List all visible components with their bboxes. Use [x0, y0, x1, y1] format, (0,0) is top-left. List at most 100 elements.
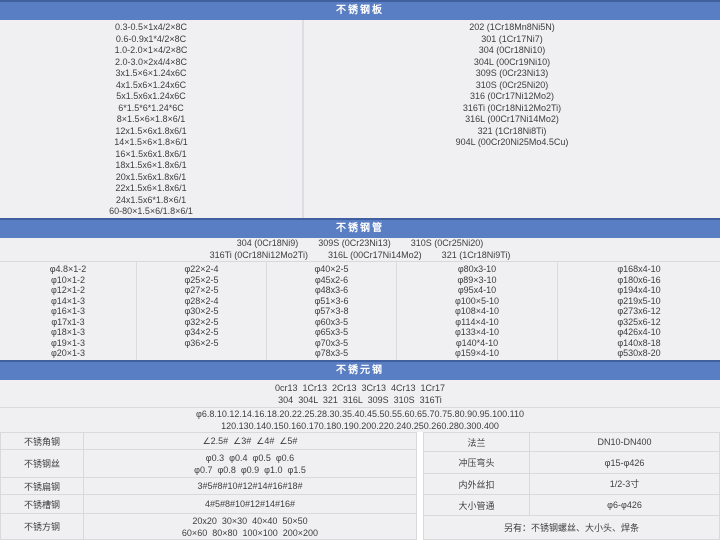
round-grades-row: 0cr13 1Cr13 2Cr13 3Cr13 4Cr13 1Cr17 304 3… [0, 380, 720, 408]
pipe-size-item: φ159×4-10 [454, 348, 500, 358]
row-label-flange: 法兰 [424, 433, 530, 451]
section-title-plate: 不锈钢板 [336, 5, 384, 16]
row-label-flat-steel: 不锈扁钢 [1, 478, 84, 494]
plate-grade-item: 321 (1Cr18Ni8Ti) [477, 125, 547, 136]
pipe-size-item: φ89×3-10 [457, 274, 497, 285]
row-label-steel-wire: 不锈钢丝 [1, 450, 84, 477]
row-label-coupling: 大小管通 [424, 495, 530, 515]
table-row: 不锈槽钢 4#5#8#10#12#14#16# [1, 495, 416, 514]
pipe-size-item: φ14×1-3 [50, 295, 86, 306]
table-row: 另有：不锈钢螺丝、大小头、焊条 [424, 516, 719, 539]
pipe-size-item: φ140*4-10 [455, 337, 499, 348]
row-value-steel-wire: φ0.3 φ0.4 φ0.5 φ0.6 φ0.7 φ0.8 φ0.9 φ1.0 φ… [84, 450, 416, 477]
round-diameter-line: 120.130.140.150.160.170.180.190.200.220.… [221, 420, 499, 431]
pipe-size-item: φ40×2-5 [314, 264, 349, 274]
pipe-size-item: φ95x4-10 [457, 285, 497, 295]
pipe-size-item: φ25×2-5 [184, 274, 219, 285]
plate-size-item: 22x1.5x6×1.8x6/1 [115, 183, 187, 193]
pipe-size-item: φ273x6-12 [617, 306, 661, 316]
row-value-square-steel: 20x20 30×30 40×40 50×50 60×60 80×80 100×1… [84, 514, 416, 539]
row-value-thread-fitting: 1/2-3寸 [530, 474, 719, 494]
plate-size-item: 0.6-0.9x1*4/2×8C [115, 33, 187, 44]
pipe-size-item: φ34×2-5 [184, 327, 219, 337]
pipe-size-item: φ12×1-2 [50, 285, 86, 295]
pipe-size-item: φ27×2-5 [184, 285, 219, 295]
value-line: ∠2.5# ∠3# ∠4# ∠5# [202, 436, 298, 446]
pipe-size-column-4: φ80x3-10 φ89×3-10 φ95x4-10 φ100×5-10 φ108×4-… [397, 262, 558, 360]
plate-grade-item: 316L (00Cr17Ni14Mo2) [465, 114, 559, 124]
bottom-spec-area: 不锈角钢 ∠2.5# ∠3# ∠4# ∠5# 不锈钢丝 φ0.3 φ0.4 φ0… [0, 432, 720, 540]
pipe-size-column-1: φ4.8×1-2 φ10×1-2 φ12×1-2 φ14×1-3 φ16×1-3 φ17x… [0, 262, 137, 360]
plate-size-item: 1.0-2.0×1×4/2×8C [114, 45, 188, 55]
plate-size-item: 8×1.5×6×1.8×6/1 [116, 114, 186, 124]
pipe-size-item: φ325x6-12 [617, 316, 661, 327]
row-label-channel-steel: 不锈槽钢 [1, 495, 84, 513]
section-title-pipe: 不锈钢管 [336, 223, 384, 234]
pipe-size-item: φ18×1-3 [50, 327, 86, 337]
plate-size-item: 16×1.5x6x1.8x6/1 [115, 148, 187, 159]
plate-size-item: 20x1.5x6x1.8x6/1 [115, 171, 187, 182]
plate-grades-column: 202 (1Cr18Mn8Ni5N) 301 (1Cr17Ni7) 304 (0Cr… [304, 20, 720, 218]
pipe-grade-line: 316Ti (0Cr18Ni12Mo2Ti) 316L (00Cr17Ni14M… [209, 249, 511, 260]
pipe-size-item: φ70x3-5 [314, 337, 349, 348]
pipe-size-item: φ10×1-2 [50, 274, 86, 285]
pipe-size-column-2: φ22×2-4 φ25×2-5 φ27×2-5 φ28×2-4 φ30×2-5 φ32×2… [137, 262, 267, 360]
round-diameter-line: φ6.8.10.12.14.16.18.20.22.25.28.30.35.40… [196, 409, 524, 419]
pipe-size-item: φ219x5-10 [617, 295, 661, 306]
table-row: 不锈角钢 ∠2.5# ∠3# ∠4# ∠5# [1, 433, 416, 450]
pipe-size-item: φ22×2-4 [184, 264, 219, 274]
pipe-size-item: φ60x3-5 [314, 316, 349, 327]
pipe-size-item: φ48x3-6 [314, 285, 349, 295]
plate-table: 0.3-0.5×1x4/2×8C 0.6-0.9x1*4/2×8C 1.0-2.0×… [0, 20, 720, 218]
plate-size-item: 5x1.5x6x1.24x6C [116, 91, 186, 101]
value-line: φ15-φ426 [604, 457, 645, 468]
row-value-flat-steel: 3#5#8#10#12#14#16#18# [84, 478, 416, 494]
pipe-size-item: φ30×2-5 [184, 306, 219, 316]
row-value-angle-steel: ∠2.5# ∠3# ∠4# ∠5# [84, 433, 416, 449]
plate-size-item: 4x1.5x6×1.24x6C [115, 79, 187, 90]
pipe-sizes-table: φ4.8×1-2 φ10×1-2 φ12×1-2 φ14×1-3 φ16×1-3 φ17x… [0, 262, 720, 360]
plate-grade-item: 316 (0Cr17Ni12Mo2) [469, 91, 555, 101]
pipe-size-item: φ28×2-4 [184, 295, 219, 306]
plate-size-item: 12x1.5×6x1.8x6/1 [115, 125, 187, 136]
plate-size-item: 14×1.5×6×1.8×6/1 [114, 137, 188, 147]
pipe-size-item: φ100×5-10 [454, 295, 500, 306]
row-value-flange: DN10-DN400 [530, 433, 719, 451]
plate-size-item: 24x1.5x6*1.8×6/1 [115, 194, 187, 205]
plate-size-item: 3x1.5×6×1.24x6C [115, 68, 187, 78]
table-row: 不锈钢丝 φ0.3 φ0.4 φ0.5 φ0.6 φ0.7 φ0.8 φ0.9 φ… [1, 450, 416, 478]
plate-size-item: 0.3-0.5×1x4/2×8C [114, 22, 188, 32]
section-header-round: 不锈元钢 [0, 360, 720, 380]
value-line: 3#5#8#10#12#14#16#18# [197, 481, 303, 491]
pipe-size-item: φ140x8-18 [617, 337, 661, 348]
table-row: 法兰 DN10-DN400 [424, 433, 719, 452]
pipe-size-item: φ20×1-3 [50, 348, 86, 358]
plate-size-item: 2.0-3.0×2x4/4×8C [114, 56, 188, 67]
value-line: 60×60 80×80 100×100 200×200 [181, 527, 319, 538]
plate-grade-item: 304L (00Cr19Ni10) [473, 56, 551, 67]
value-line: 20x20 30×30 40×40 50×50 [192, 515, 308, 526]
value-line: φ0.3 φ0.4 φ0.5 φ0.6 [205, 452, 295, 463]
table-row: 大小管通 φ6-φ426 [424, 495, 719, 516]
pipe-size-column-5: φ168x4-10 φ180x6-16 φ194x4-10 φ219x5-10 φ273… [558, 262, 720, 360]
plate-size-item: 60-80×1.5×6/1.8×6/1 [109, 206, 193, 216]
pipe-size-item: φ19×1-3 [50, 337, 86, 348]
pipe-size-item: φ133×4-10 [454, 327, 500, 337]
row-label-thread-fitting: 内外丝扣 [424, 474, 530, 494]
pipe-size-item: φ36×2-5 [184, 337, 219, 348]
pipe-size-item: φ426x4-10 [617, 327, 661, 337]
plate-sizes-column: 0.3-0.5×1x4/2×8C 0.6-0.9x1*4/2×8C 1.0-2.0×… [0, 20, 304, 218]
row-value-elbow: φ15-φ426 [530, 452, 719, 473]
table-row: 不锈扁钢 3#5#8#10#12#14#16#18# [1, 478, 416, 495]
table-row: 冲压弯头 φ15-φ426 [424, 452, 719, 474]
pipe-size-item: φ194x4-10 [617, 285, 661, 295]
section-header-pipe: 不锈钢管 [0, 218, 720, 238]
plate-grade-item: 309S (0Cr23Ni13) [475, 68, 549, 78]
plate-grade-item: 202 (1Cr18Mn8Ni5N) [469, 22, 555, 32]
plate-grade-item: 904L (00Cr20Ni25Mo4.5Cu) [455, 137, 569, 147]
value-line: DN10-DN400 [597, 437, 652, 447]
round-diameters-row: φ6.8.10.12.14.16.18.20.22.25.28.30.35.40… [0, 408, 720, 432]
table-row: 内外丝扣 1/2-3寸 [424, 474, 719, 495]
row-label-elbow: 冲压弯头 [424, 452, 530, 473]
